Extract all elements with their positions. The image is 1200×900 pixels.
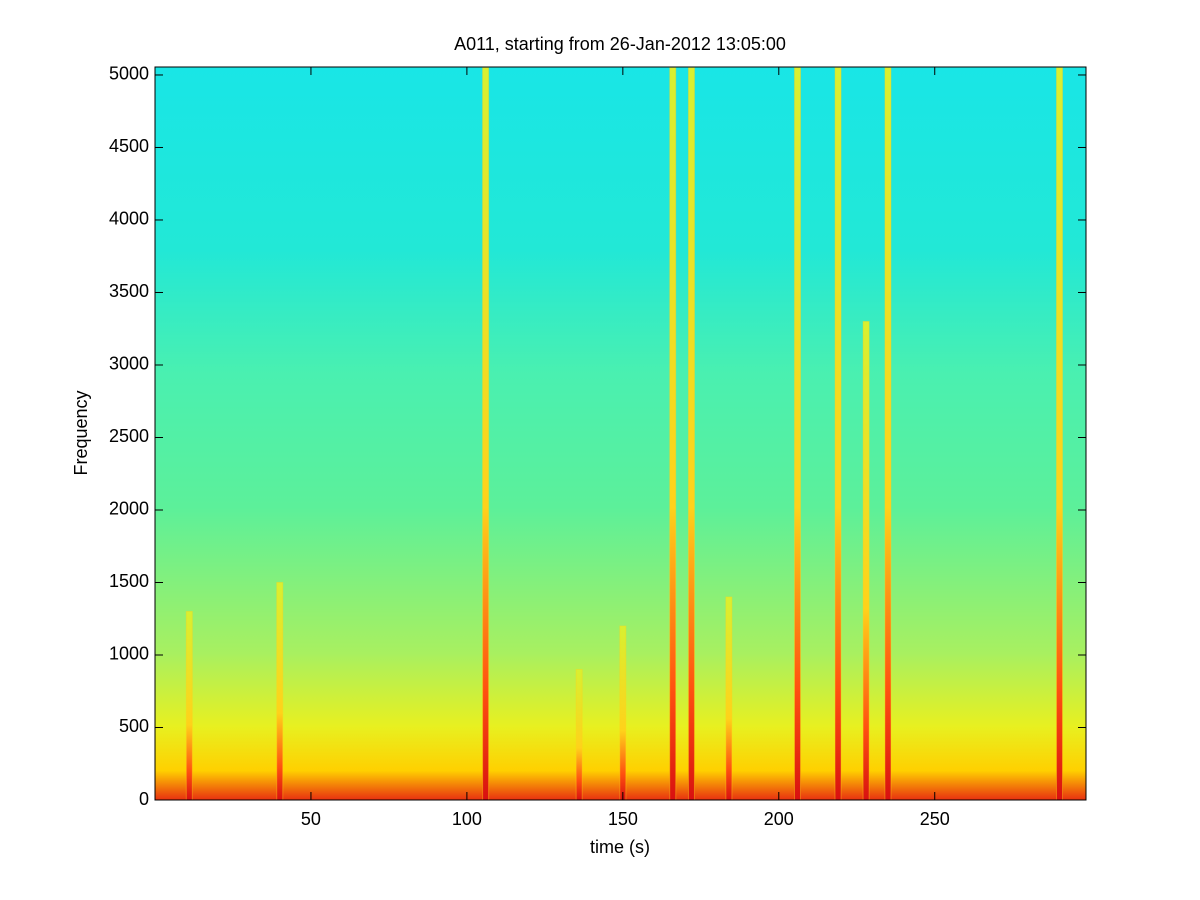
chart-title: A011, starting from 26-Jan-2012 13:05:00	[454, 34, 786, 54]
burst-streak	[862, 320, 870, 801]
y-tick-label: 3500	[109, 281, 149, 301]
x-tick-label: 200	[764, 809, 794, 829]
y-tick-label: 1500	[109, 571, 149, 591]
burst-streak	[619, 625, 627, 801]
x-tick-label: 150	[608, 809, 638, 829]
y-tick-label: 5000	[109, 64, 149, 84]
burst-streak	[725, 596, 733, 801]
burst-streak	[1055, 67, 1063, 801]
burst-streak	[575, 668, 583, 801]
x-tick-label: 50	[301, 809, 321, 829]
y-tick-label: 500	[119, 716, 149, 736]
burst-streak	[687, 67, 695, 801]
plot-frame	[154, 66, 1087, 801]
y-tick-label: 3000	[109, 354, 149, 374]
burst-streak	[276, 581, 284, 801]
y-tick-label: 4000	[109, 209, 149, 229]
burst-streak	[482, 67, 490, 801]
y-tick-label: 4500	[109, 136, 149, 156]
y-tick-label: 2500	[109, 426, 149, 446]
y-tick-label: 2000	[109, 499, 149, 519]
burst-streak	[669, 67, 677, 801]
y-axis-label: Frequency	[71, 390, 91, 475]
burst-streak	[793, 67, 801, 801]
x-tick-label: 250	[920, 809, 950, 829]
y-tick-label: 1000	[109, 644, 149, 664]
x-tick-label: 100	[452, 809, 482, 829]
burst-streak	[884, 67, 892, 801]
x-axis-label: time (s)	[590, 837, 650, 857]
y-tick-label: 0	[139, 789, 149, 809]
burst-streak	[185, 610, 193, 801]
burst-streak	[834, 67, 842, 801]
